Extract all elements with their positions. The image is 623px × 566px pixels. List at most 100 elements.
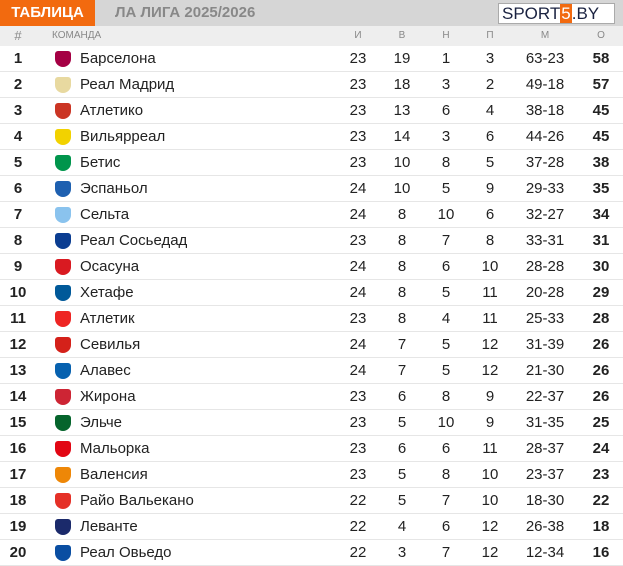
table-row[interactable]: 19 Леванте 22 4 6 12 26-38 18 — [0, 514, 623, 540]
won-value: 18 — [393, 76, 411, 93]
table-row[interactable]: 4 Вильярреал 23 14 3 6 44-26 45 — [0, 124, 623, 150]
team-crest-icon — [55, 77, 71, 93]
table-row[interactable]: 7 Сельта 24 8 10 6 32-27 34 — [0, 202, 623, 228]
team-name[interactable]: Вильярреал — [80, 128, 166, 145]
team-name[interactable]: Осасуна — [80, 258, 140, 275]
table-row[interactable]: 20 Реал Овьедо 22 3 7 12 12-34 16 — [0, 540, 623, 566]
played-value: 23 — [349, 232, 367, 249]
table-row[interactable]: 11 Атлетик 23 8 4 11 25-33 28 — [0, 306, 623, 332]
points-value: 24 — [592, 440, 610, 457]
drawn-value: 10 — [437, 206, 455, 223]
table-row[interactable]: 2 Реал Мадрид 23 18 3 2 49-18 57 — [0, 72, 623, 98]
won-value: 3 — [397, 544, 407, 561]
drawn-value: 4 — [441, 310, 451, 327]
team-name[interactable]: Севилья — [80, 336, 141, 353]
position: 7 — [13, 206, 23, 223]
table-row[interactable]: 13 Алавес 24 7 5 12 21-30 26 — [0, 358, 623, 384]
drawn-value: 3 — [441, 76, 451, 93]
played-value: 23 — [349, 76, 367, 93]
team-name[interactable]: Валенсия — [80, 466, 148, 483]
played-value: 23 — [349, 388, 367, 405]
table-row[interactable]: 5 Бетис 23 10 8 5 37-28 38 — [0, 150, 623, 176]
col-pos: # — [14, 28, 22, 43]
points-value: 16 — [592, 544, 610, 561]
position: 16 — [9, 440, 27, 457]
team-name[interactable]: Эспаньол — [80, 180, 148, 197]
table-row[interactable]: 1 Барселона 23 19 1 3 63-23 58 — [0, 46, 623, 72]
points-value: 29 — [592, 284, 610, 301]
col-played: И — [354, 30, 362, 41]
table-row[interactable]: 3 Атлетико 23 13 6 4 38-18 45 — [0, 98, 623, 124]
lost-value: 12 — [481, 336, 499, 353]
lost-value: 3 — [485, 50, 495, 67]
drawn-value: 6 — [441, 440, 451, 457]
played-value: 23 — [349, 154, 367, 171]
table-tab[interactable]: ТАБЛИЦА — [0, 0, 95, 26]
team-crest-icon — [55, 337, 71, 353]
points-value: 45 — [592, 102, 610, 119]
points-value: 30 — [592, 258, 610, 275]
team-name[interactable]: Леванте — [80, 518, 138, 535]
table-row[interactable]: 6 Эспаньол 24 10 5 9 29-33 35 — [0, 176, 623, 202]
col-lost: П — [486, 30, 494, 41]
team-name[interactable]: Реал Мадрид — [80, 76, 175, 93]
goals-value: 31-35 — [525, 414, 565, 431]
team-name[interactable]: Атлетико — [80, 102, 144, 119]
goals-value: 31-39 — [525, 336, 565, 353]
position: 3 — [13, 102, 23, 119]
team-name[interactable]: Хетафе — [80, 284, 134, 301]
team-crest-icon — [55, 129, 71, 145]
drawn-value: 8 — [441, 154, 451, 171]
played-value: 22 — [349, 544, 367, 561]
team-name[interactable]: Бетис — [80, 154, 121, 171]
lost-value: 6 — [485, 128, 495, 145]
team-name[interactable]: Сельта — [80, 206, 130, 223]
goals-value: 23-37 — [525, 466, 565, 483]
points-value: 34 — [592, 206, 610, 223]
table-row[interactable]: 16 Мальорка 23 6 6 11 28-37 24 — [0, 436, 623, 462]
team-name[interactable]: Барселона — [80, 50, 156, 67]
sport5-logo[interactable]: SPORT5.BY — [498, 3, 615, 24]
team-name[interactable]: Реал Сосьедад — [80, 232, 188, 249]
table-row[interactable]: 15 Эльче 23 5 10 9 31-35 25 — [0, 410, 623, 436]
team-name[interactable]: Мальорка — [80, 440, 150, 457]
team-name[interactable]: Реал Овьедо — [80, 544, 172, 561]
won-value: 4 — [397, 518, 407, 535]
lost-value: 2 — [485, 76, 495, 93]
played-value: 24 — [349, 336, 367, 353]
team-name[interactable]: Атлетик — [80, 310, 135, 327]
won-value: 8 — [397, 206, 407, 223]
drawn-value: 6 — [441, 102, 451, 119]
team-name[interactable]: Райо Вальекано — [80, 492, 194, 509]
position: 1 — [13, 50, 23, 67]
points-value: 26 — [592, 362, 610, 379]
points-value: 45 — [592, 128, 610, 145]
goals-value: 63-23 — [525, 50, 565, 67]
team-name[interactable]: Эльче — [80, 414, 123, 431]
drawn-value: 7 — [441, 232, 451, 249]
lost-value: 9 — [485, 180, 495, 197]
goals-value: 29-33 — [525, 180, 565, 197]
table-row[interactable]: 14 Жирона 23 6 8 9 22-37 26 — [0, 384, 623, 410]
team-name[interactable]: Жирона — [80, 388, 136, 405]
won-value: 10 — [393, 180, 411, 197]
points-value: 22 — [592, 492, 610, 509]
goals-value: 37-28 — [525, 154, 565, 171]
drawn-value: 5 — [441, 284, 451, 301]
table-row[interactable]: 9 Осасуна 24 8 6 10 28-28 30 — [0, 254, 623, 280]
table-row[interactable]: 10 Хетафе 24 8 5 11 20-28 29 — [0, 280, 623, 306]
team-name[interactable]: Алавес — [80, 362, 131, 379]
lost-value: 10 — [481, 466, 499, 483]
goals-value: 12-34 — [525, 544, 565, 561]
table-row[interactable]: 8 Реал Сосьедад 23 8 7 8 33-31 31 — [0, 228, 623, 254]
table-row[interactable]: 12 Севилья 24 7 5 12 31-39 26 — [0, 332, 623, 358]
lost-value: 9 — [485, 388, 495, 405]
goals-value: 33-31 — [525, 232, 565, 249]
goals-value: 28-37 — [525, 440, 565, 457]
table-row[interactable]: 17 Валенсия 23 5 8 10 23-37 23 — [0, 462, 623, 488]
table-row[interactable]: 18 Райо Вальекано 22 5 7 10 18-30 22 — [0, 488, 623, 514]
goals-value: 44-26 — [525, 128, 565, 145]
position: 12 — [9, 336, 27, 353]
lost-value: 11 — [482, 284, 498, 301]
position: 14 — [9, 388, 27, 405]
